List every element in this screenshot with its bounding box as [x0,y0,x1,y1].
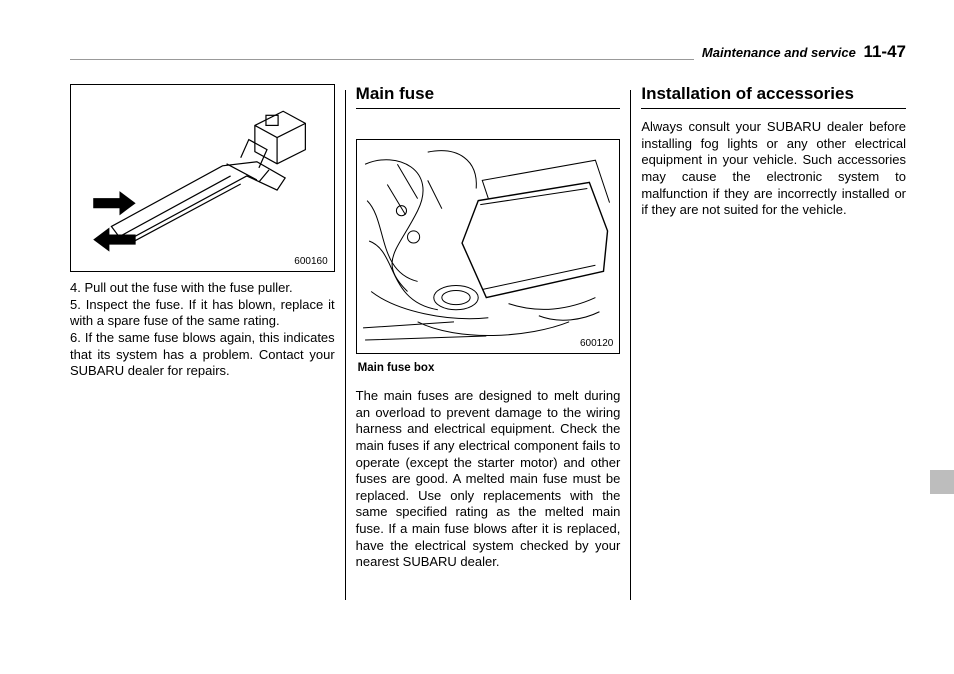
content-columns: 600160 4. Pull out the fuse with the fus… [70,84,906,636]
column-2: Main fuse [346,84,631,636]
heading-accessories: Installation of accessories [641,84,906,109]
step-6: 6. If the same fuse blows again, this in… [70,330,335,380]
section-title: Maintenance and service [702,45,856,60]
figure-fuse-puller: 600160 [70,84,335,272]
figure-main-fuse-box: 600120 [356,139,621,354]
column-1: 600160 4. Pull out the fuse with the fus… [70,84,345,636]
engine-bay-illustration [357,140,620,357]
running-header: Maintenance and service 11-47 [694,42,906,62]
figure-number: 600120 [580,338,613,349]
column-3: Installation of accessories Always consu… [631,84,906,636]
step-5: 5. Inspect the fuse. If it has blown, re… [70,297,335,330]
step-4: 4. Pull out the fuse with the fuse pulle… [70,280,335,297]
main-fuse-body: The main fuses are designed to melt duri… [356,388,621,571]
fuse-puller-illustration [71,85,334,275]
heading-main-fuse: Main fuse [356,84,621,109]
figure-caption: Main fuse box [358,362,621,374]
figure-number: 600160 [294,256,327,267]
page-edge-tab [930,470,954,494]
accessories-body: Always consult your SUBARU dealer before… [641,119,906,219]
page-number: 11-47 [863,42,906,61]
